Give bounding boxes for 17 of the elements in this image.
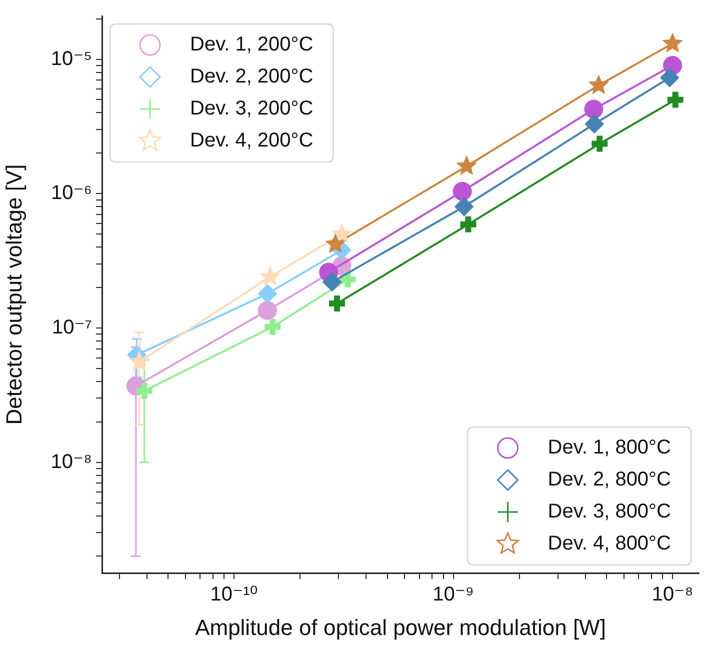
x-axis-title: Amplitude of optical power modulation [W] — [195, 614, 606, 640]
legend-label: Dev. 2, 200°C — [190, 66, 314, 88]
legend-label: Dev. 1, 800°C — [548, 436, 672, 459]
legend-label: Dev. 1, 200°C — [190, 34, 314, 56]
y-tick-label: 10⁻⁸ — [50, 450, 92, 473]
x-tick-label: 10⁻⁸ — [652, 584, 694, 606]
legend-label: Dev. 3, 200°C — [190, 98, 314, 120]
y-tick-label: 10⁻⁵ — [50, 48, 92, 70]
y-tick-label: 10⁻⁷ — [52, 316, 92, 338]
x-tick-label: 10⁻¹⁰ — [210, 584, 258, 606]
y-axis-title: Detector output voltage [V] — [1, 164, 26, 425]
y-tick-label: 10⁻⁶ — [50, 182, 92, 204]
x-tick-label: 10⁻⁹ — [432, 584, 474, 606]
legend-label: Dev. 2, 800°C — [548, 468, 672, 491]
legend-label: Dev. 3, 800°C — [548, 500, 672, 523]
legend-label: Dev. 4, 200°C — [190, 130, 314, 152]
legend-label: Dev. 4, 800°C — [548, 532, 672, 555]
